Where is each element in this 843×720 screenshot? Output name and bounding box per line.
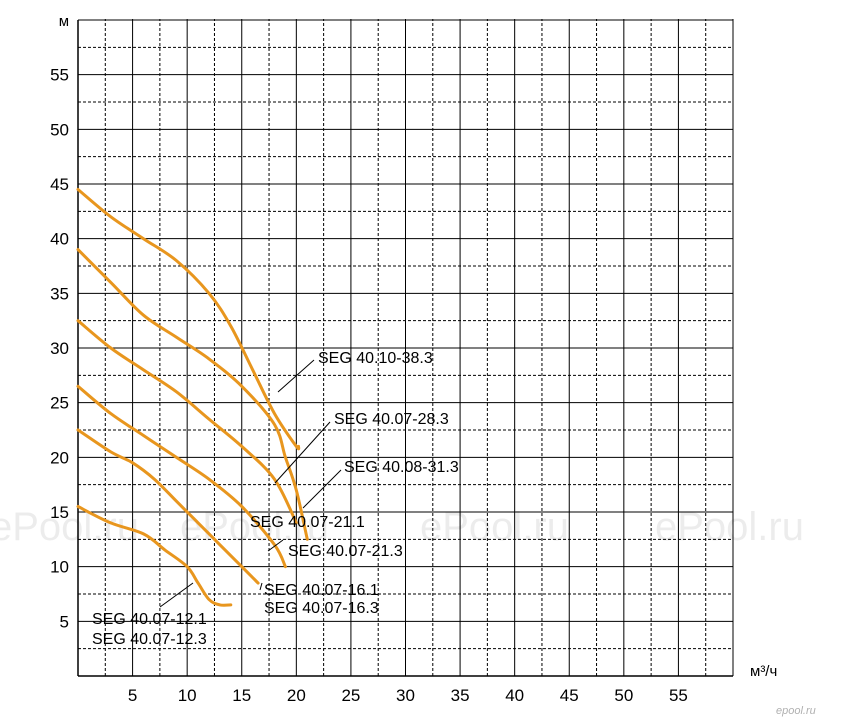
curve-label-40-07-28-3: SEG 40.07-28.3: [334, 411, 449, 428]
y-tick-label: 25: [50, 394, 69, 413]
leader-line: [277, 359, 315, 393]
x-tick-label: 45: [560, 686, 579, 705]
curve-label-40-07-21-3: SEG 40.07-21.3: [288, 543, 403, 560]
x-tick-label: 40: [505, 686, 524, 705]
watermark-text: ePool.ru: [655, 505, 804, 549]
curve-label-40-07-12-3: SEG 40.07-12.3: [92, 631, 207, 648]
y-tick-label: 20: [50, 448, 69, 467]
watermark-text: ePool.ru: [0, 505, 139, 549]
y-tick-label: 40: [50, 230, 69, 249]
y-tick-label: 50: [50, 120, 69, 139]
y-tick-label: 15: [50, 503, 69, 522]
leader-line: [159, 582, 194, 608]
y-tick-label: 30: [50, 339, 69, 358]
x-tick-label: 5: [128, 686, 137, 705]
curve-label-40-07-16-3: SEG 40.07-16.3: [264, 600, 379, 617]
leader-line: [302, 469, 342, 509]
curve-label-40-07-21-1: SEG 40.07-21.1: [250, 514, 365, 531]
watermark-small: epool.ru: [776, 705, 816, 717]
y-tick-label: 45: [50, 175, 69, 194]
series-line-3: [76, 319, 298, 525]
curves: [76, 188, 309, 607]
x-tick-label: 55: [669, 686, 688, 705]
leader-line: [259, 582, 263, 591]
watermarks: ePool.ru ePool.ru ePool.ru ePool.ru: [0, 505, 804, 549]
x-tick-label: 30: [396, 686, 415, 705]
curve-label-40-07-12-1: SEG 40.07-12.1: [92, 611, 207, 628]
x-tick-label: 35: [451, 686, 470, 705]
y-axis-label: м: [59, 13, 69, 30]
x-tick-label: 15: [232, 686, 251, 705]
curve-labels: SEG 40.10-38.3 SEG 40.07-28.3 SEG 40.08-…: [92, 350, 459, 648]
series-line-6: [76, 505, 233, 607]
grid: [78, 19, 734, 676]
curve-label-40-08-31-3: SEG 40.08-31.3: [344, 459, 459, 476]
series-line-5: [76, 428, 260, 585]
series-line-1: [76, 188, 301, 451]
x-axis-label: м³/ч: [750, 663, 777, 680]
y-tick-label: 35: [50, 284, 69, 303]
x-tick-label: 10: [178, 686, 197, 705]
leader-line: [267, 539, 284, 552]
watermark-text: ePool.ru: [420, 505, 569, 549]
curve-label-40-10-38-3: SEG 40.10-38.3: [318, 350, 433, 367]
leader-lines: [159, 359, 342, 608]
x-tick-label: 50: [614, 686, 633, 705]
y-tick-label: 55: [50, 66, 69, 85]
y-tick-label: 5: [60, 612, 69, 631]
series-line-4: [76, 384, 287, 569]
series-line-2: [76, 248, 309, 541]
leader-line: [274, 421, 331, 484]
x-tick-label: 20: [287, 686, 306, 705]
curve-label-40-07-16-1: SEG 40.07-16.1: [264, 582, 379, 599]
y-tick-label: 10: [50, 558, 69, 577]
x-tick-label: 25: [341, 686, 360, 705]
